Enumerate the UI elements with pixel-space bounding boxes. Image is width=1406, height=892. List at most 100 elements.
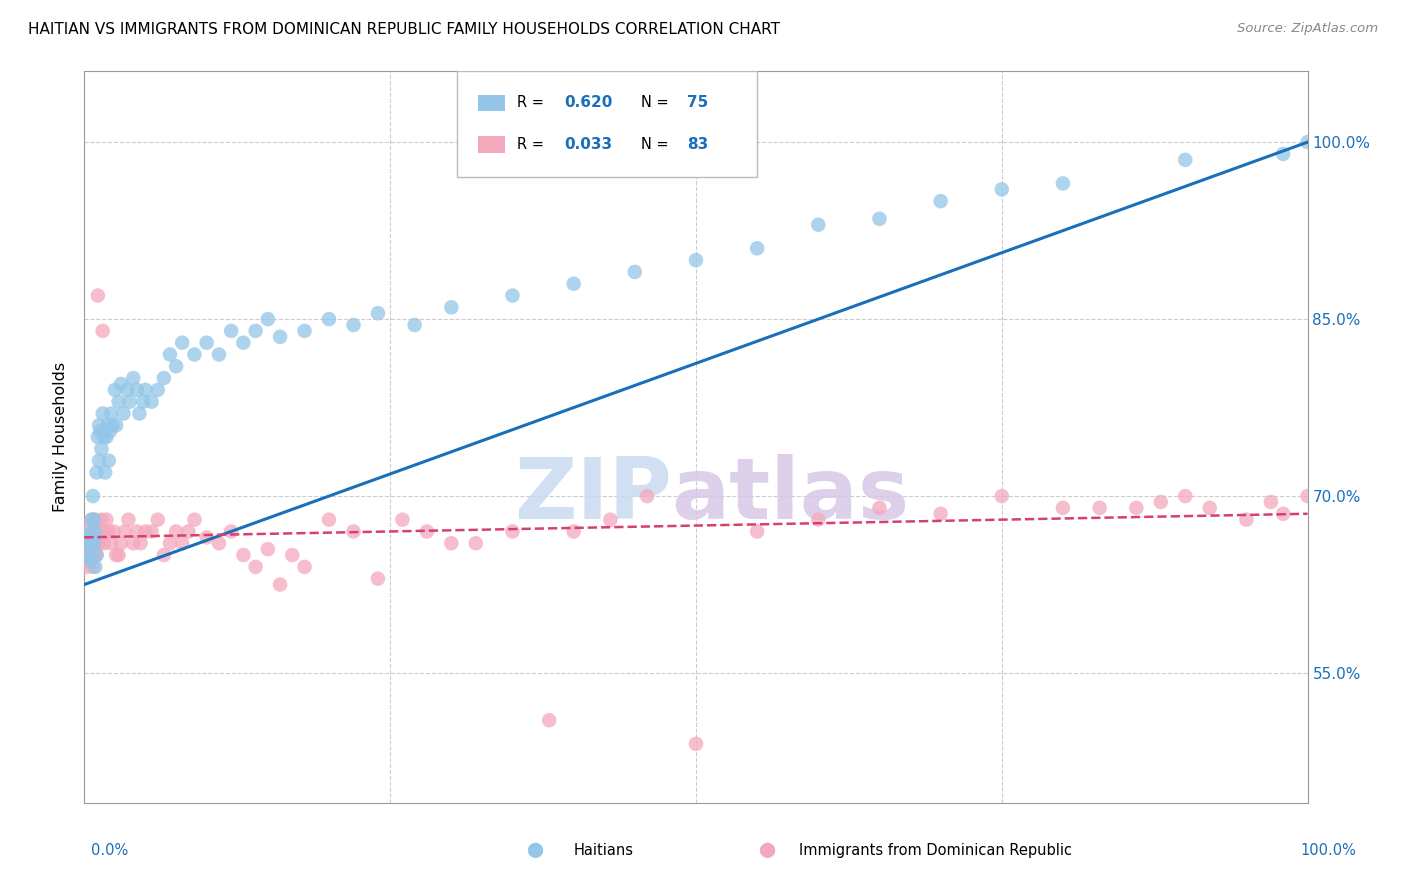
Y-axis label: Family Households: Family Households	[52, 362, 67, 512]
Point	[807, 513, 830, 527]
Point	[87, 536, 110, 550]
Point	[83, 513, 105, 527]
Point	[1052, 177, 1074, 191]
Point	[208, 536, 231, 550]
Point	[97, 418, 120, 433]
Text: N =: N =	[641, 95, 673, 111]
Point	[114, 524, 136, 539]
Text: Haitians: Haitians	[574, 843, 634, 858]
Point	[128, 407, 150, 421]
Point	[98, 424, 121, 438]
Point	[105, 548, 128, 562]
Point	[75, 536, 97, 550]
Point	[1174, 153, 1197, 167]
Point	[636, 489, 658, 503]
Point	[599, 513, 621, 527]
Point	[91, 407, 114, 421]
Point	[1272, 507, 1295, 521]
Point	[103, 524, 125, 539]
Point	[318, 513, 340, 527]
Point	[172, 536, 194, 550]
Point	[96, 430, 118, 444]
Point	[257, 312, 280, 326]
Point	[195, 335, 218, 350]
Point	[245, 324, 267, 338]
Point	[219, 324, 242, 338]
Point	[97, 524, 120, 539]
Point	[245, 559, 267, 574]
Point	[141, 524, 163, 539]
Point	[502, 288, 524, 302]
Point	[269, 577, 291, 591]
Point	[159, 347, 181, 361]
Point	[1296, 135, 1319, 149]
Point	[153, 371, 176, 385]
Point	[342, 318, 364, 332]
Point	[97, 453, 120, 467]
Point	[1198, 500, 1220, 515]
Point	[77, 554, 100, 568]
Point	[125, 383, 148, 397]
Point	[165, 524, 187, 539]
Point	[107, 548, 129, 562]
Point	[87, 288, 110, 302]
Point	[77, 548, 100, 562]
Point	[416, 524, 439, 539]
Point	[100, 536, 122, 550]
Point	[318, 312, 340, 326]
Point	[869, 500, 891, 515]
Text: 75: 75	[688, 95, 709, 111]
Point	[112, 407, 135, 421]
Point	[79, 524, 101, 539]
Point	[86, 536, 108, 550]
Point	[195, 530, 218, 544]
Point	[440, 536, 463, 550]
Text: ⬤: ⬤	[526, 843, 543, 858]
Point	[538, 713, 561, 727]
Point	[104, 383, 127, 397]
Point	[747, 241, 769, 255]
Point	[146, 513, 169, 527]
Text: 0.033: 0.033	[564, 137, 612, 152]
Point	[110, 376, 132, 391]
Point	[1236, 513, 1258, 527]
Point	[177, 524, 200, 539]
Point	[96, 513, 118, 527]
Point	[132, 394, 155, 409]
Point	[84, 513, 107, 527]
Point	[172, 335, 194, 350]
Point	[83, 524, 105, 539]
Point	[84, 524, 107, 539]
Point	[125, 524, 148, 539]
Point	[135, 383, 157, 397]
Point	[232, 335, 254, 350]
Point	[269, 330, 291, 344]
Point	[91, 324, 114, 338]
Point	[86, 548, 108, 562]
Point	[391, 513, 413, 527]
Point	[502, 524, 524, 539]
Point	[77, 530, 100, 544]
Point	[562, 524, 585, 539]
Point	[107, 394, 129, 409]
Point	[294, 559, 316, 574]
Point	[90, 442, 112, 456]
Point	[87, 453, 110, 467]
Point	[80, 513, 103, 527]
Point	[165, 359, 187, 374]
Bar	[478, 95, 505, 111]
Point	[118, 394, 141, 409]
Point	[86, 548, 108, 562]
Point	[115, 383, 138, 397]
Point	[991, 489, 1014, 503]
Point	[869, 211, 891, 226]
Point	[1296, 489, 1319, 503]
Point	[122, 536, 145, 550]
Point	[153, 548, 176, 562]
Point	[1052, 500, 1074, 515]
Point	[77, 536, 100, 550]
Point	[367, 572, 389, 586]
Point	[94, 466, 117, 480]
Point	[1174, 489, 1197, 503]
Point	[294, 324, 316, 338]
